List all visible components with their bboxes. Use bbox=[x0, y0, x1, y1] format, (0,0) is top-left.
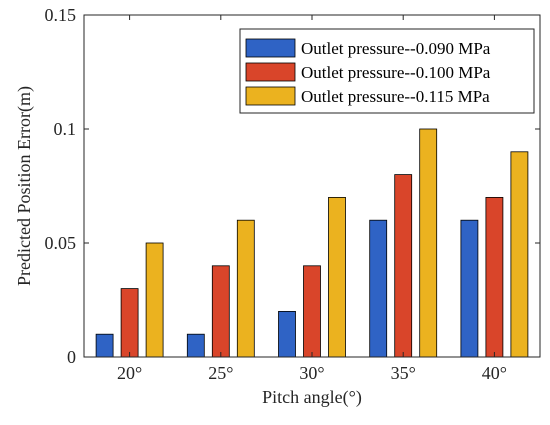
x-tick-label: 25° bbox=[208, 363, 233, 383]
x-axis-ticks: 20° 25° 30° 35° 40° bbox=[117, 15, 507, 383]
bar-series-2-category-1 bbox=[120, 288, 139, 358]
bar-series-3-category-1 bbox=[145, 242, 164, 358]
y-tick-label: 0.15 bbox=[45, 5, 77, 25]
bar-series-2-category-5 bbox=[485, 196, 504, 358]
bar-series-2-category-2 bbox=[211, 265, 230, 358]
legend-swatch-2 bbox=[245, 62, 296, 82]
y-tick-label: 0.1 bbox=[54, 119, 77, 139]
y-tick-label: 0 bbox=[67, 347, 76, 367]
x-axis-label: Pitch angle(°) bbox=[262, 387, 362, 408]
y-axis-ticks: 0 0.05 0.1 0.15 bbox=[45, 5, 540, 367]
bar-series-1-category-4 bbox=[369, 219, 388, 358]
bar-series-2-category-4 bbox=[394, 174, 413, 358]
bars-layer bbox=[95, 128, 529, 358]
legend: Outlet pressure--0.090 MPa Outlet pressur… bbox=[239, 28, 535, 114]
x-tick-label: 40° bbox=[482, 363, 507, 383]
y-tick-label: 0.05 bbox=[45, 233, 77, 253]
legend-label-1: Outlet pressure--0.090 MPa bbox=[301, 39, 491, 58]
legend-label-2: Outlet pressure--0.100 MPa bbox=[301, 63, 491, 82]
x-tick-label: 35° bbox=[391, 363, 416, 383]
bar-series-3-category-3 bbox=[328, 196, 346, 358]
bar-series-1-category-2 bbox=[186, 333, 205, 358]
bar-series-2-category-3 bbox=[303, 265, 321, 358]
bar-series-3-category-4 bbox=[419, 128, 438, 358]
x-tick-label: 30° bbox=[299, 363, 324, 383]
legend-label-3: Outlet pressure--0.115 MPa bbox=[301, 87, 490, 106]
legend-swatch-1 bbox=[245, 38, 296, 58]
x-tick-label: 20° bbox=[117, 363, 142, 383]
bar-series-1-category-5 bbox=[460, 219, 479, 358]
bar-series-3-category-2 bbox=[236, 219, 255, 358]
bar-series-3-category-5 bbox=[510, 151, 529, 358]
bar-series-1-category-1 bbox=[95, 333, 114, 358]
y-axis-label: Predicted Position Error(m) bbox=[14, 86, 35, 286]
bar-series-1-category-3 bbox=[278, 310, 296, 358]
legend-swatch-3 bbox=[245, 86, 296, 106]
